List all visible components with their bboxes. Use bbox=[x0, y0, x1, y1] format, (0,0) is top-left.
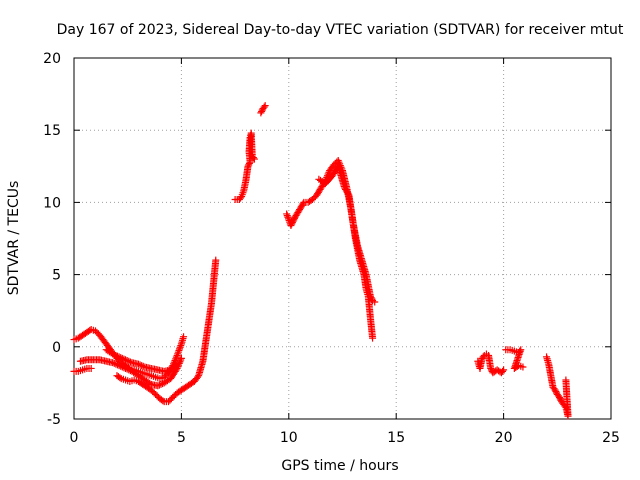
data-point bbox=[117, 354, 125, 362]
series-arc-12 bbox=[543, 353, 572, 420]
data-point bbox=[499, 367, 507, 375]
data-point bbox=[87, 364, 95, 372]
data-point bbox=[283, 212, 291, 220]
data-point bbox=[176, 345, 184, 353]
series-arc-2 bbox=[70, 364, 95, 375]
data-point bbox=[519, 363, 527, 371]
data-point bbox=[173, 360, 181, 368]
series-arc-9 bbox=[315, 162, 379, 306]
data-point bbox=[154, 382, 162, 390]
data-point bbox=[212, 256, 220, 264]
data-point bbox=[249, 154, 257, 162]
data-point bbox=[134, 360, 142, 368]
data-point bbox=[123, 357, 131, 365]
data-point bbox=[115, 362, 123, 370]
data-point bbox=[112, 360, 120, 368]
data-point bbox=[180, 333, 188, 341]
data-point bbox=[260, 103, 268, 111]
series-arc-3 bbox=[76, 354, 185, 390]
data-point bbox=[176, 343, 184, 351]
data-point bbox=[118, 363, 126, 371]
y-tick-labels: -5 0 5 10 15 20 bbox=[43, 51, 61, 428]
data-point bbox=[110, 359, 118, 367]
x-tick-label: 10 bbox=[280, 430, 298, 446]
plot-frame bbox=[73, 57, 612, 420]
data-point bbox=[113, 361, 121, 369]
data-point bbox=[194, 373, 202, 381]
data-point bbox=[125, 357, 133, 365]
data-point bbox=[177, 342, 185, 350]
data-point bbox=[113, 352, 121, 360]
y-axis-label: SDTVAR / TECUs bbox=[6, 181, 22, 296]
x-tick-label: 25 bbox=[602, 430, 620, 446]
x-tick-label: 15 bbox=[387, 430, 405, 446]
series-arc-10 bbox=[474, 350, 508, 377]
data-point bbox=[157, 380, 165, 388]
data-point bbox=[500, 366, 508, 374]
data-point bbox=[146, 379, 154, 387]
x-tick-label: 20 bbox=[495, 430, 513, 446]
data-point bbox=[261, 102, 269, 110]
data-point bbox=[125, 366, 133, 374]
data-point bbox=[369, 334, 377, 342]
data-point bbox=[250, 155, 258, 163]
series-arc-8 bbox=[283, 157, 377, 342]
data-point bbox=[120, 355, 128, 363]
data-point bbox=[562, 376, 570, 384]
data-point bbox=[344, 190, 352, 198]
data-point bbox=[299, 200, 307, 208]
series-arc-6 bbox=[231, 129, 258, 204]
x-tick-label: 5 bbox=[177, 430, 186, 446]
chart-title: Day 167 of 2023, Sidereal Day-to-day VTE… bbox=[57, 22, 624, 38]
data-point bbox=[174, 350, 182, 358]
data-point bbox=[122, 364, 130, 372]
data-point bbox=[139, 362, 147, 370]
data-point bbox=[118, 354, 126, 362]
data-point bbox=[122, 356, 130, 364]
x-tick-label: 0 bbox=[70, 430, 79, 446]
data-point bbox=[175, 347, 183, 355]
data-point bbox=[117, 362, 125, 370]
data-point bbox=[155, 381, 163, 389]
data-point bbox=[120, 364, 128, 372]
series-arc-7 bbox=[257, 102, 269, 117]
y-tick-label: 0 bbox=[52, 340, 61, 356]
data-point bbox=[123, 365, 131, 373]
y-tick-label: 5 bbox=[52, 268, 61, 284]
series-arc-5 bbox=[113, 256, 220, 406]
data-point bbox=[109, 359, 117, 367]
y-tick-label: 15 bbox=[43, 123, 61, 139]
y-tick-label: 20 bbox=[43, 51, 61, 67]
y-tick-label: -5 bbox=[47, 412, 61, 428]
data-point bbox=[159, 397, 167, 405]
data-series bbox=[70, 102, 572, 420]
data-point bbox=[115, 353, 123, 361]
data-point bbox=[172, 361, 180, 369]
data-point bbox=[109, 350, 117, 358]
data-point bbox=[371, 298, 379, 306]
data-point bbox=[174, 348, 182, 356]
data-point bbox=[283, 210, 291, 218]
y-tick-label: 10 bbox=[43, 195, 61, 211]
data-point bbox=[110, 351, 118, 359]
grid bbox=[74, 58, 611, 419]
data-point bbox=[138, 362, 146, 370]
data-point bbox=[136, 361, 144, 369]
data-point bbox=[116, 374, 124, 382]
axis-ticks bbox=[73, 57, 612, 420]
series-arc-4 bbox=[102, 346, 181, 375]
data-point bbox=[126, 358, 134, 366]
x-axis-label: GPS time / hours bbox=[281, 458, 398, 474]
data-point bbox=[173, 351, 181, 359]
series-arc-11 bbox=[502, 346, 527, 372]
data-point bbox=[177, 356, 185, 364]
data-point bbox=[112, 351, 120, 359]
data-point bbox=[284, 213, 292, 221]
data-point bbox=[172, 353, 180, 361]
x-tick-labels: 0 5 10 15 20 25 bbox=[70, 430, 620, 446]
data-point bbox=[177, 354, 185, 362]
data-point bbox=[284, 215, 292, 223]
